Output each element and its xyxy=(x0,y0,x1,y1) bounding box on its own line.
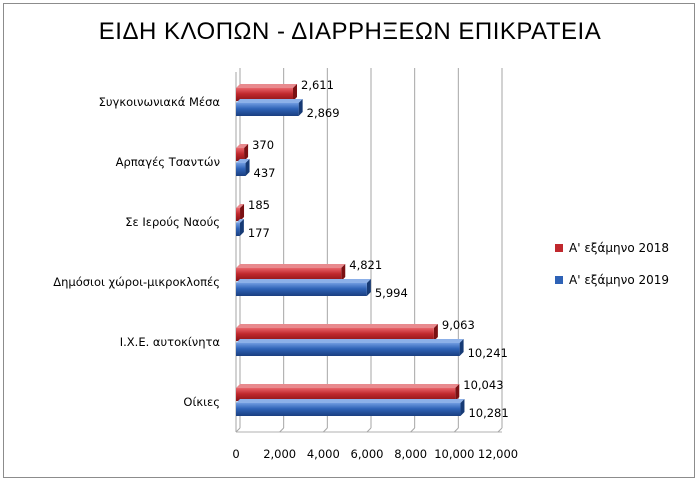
legend-swatch xyxy=(555,276,563,284)
gridline-floor xyxy=(410,427,416,433)
bar xyxy=(236,223,240,236)
bar-top-face xyxy=(236,279,371,283)
bar xyxy=(236,328,434,341)
data-label: 2,869 xyxy=(307,106,340,120)
gridline-floor xyxy=(279,427,285,433)
gridlines xyxy=(235,68,503,433)
chart-title: ΕΙΔΗ ΚΛΟΠΩΝ - ΔΙΑΡΡΗΞΕΩΝ ΕΠΙΚΡΑΤΕΙΑ xyxy=(98,18,602,45)
bar-side-face xyxy=(341,264,346,281)
category-label: Συγκοινωνιακά Μέσα xyxy=(99,95,221,109)
bar xyxy=(236,148,245,161)
gridline-floor xyxy=(453,427,459,433)
bar-side-face xyxy=(459,339,464,356)
bar-side-face xyxy=(298,99,303,116)
data-label: 10,281 xyxy=(468,406,508,420)
bar xyxy=(236,388,456,401)
x-tick-label: 2,000 xyxy=(263,447,296,461)
category-label: Δημόσιοι χώροι-μικροκλοπές xyxy=(53,275,220,289)
x-tick-label: 6,000 xyxy=(351,447,384,461)
x-tick-label: 0 xyxy=(232,447,239,461)
bar xyxy=(236,343,460,356)
bar-top-face xyxy=(236,339,464,343)
data-label: 177 xyxy=(248,226,270,240)
gridline-floor xyxy=(497,427,503,433)
bar xyxy=(236,208,241,221)
bar-top-face xyxy=(236,159,250,163)
data-label: 4,821 xyxy=(349,258,382,272)
gridline-floor xyxy=(322,427,328,433)
labels: 0 2,000 4,000 6,000 8,000 10,000 12,000 Συγκοιν… xyxy=(53,78,518,461)
bar-top-face xyxy=(236,219,244,223)
data-label: 185 xyxy=(248,198,270,212)
category-label: Οίκιες xyxy=(183,395,220,409)
data-label: 10,043 xyxy=(463,378,503,392)
data-label: 5,994 xyxy=(375,286,408,300)
bar xyxy=(236,163,246,176)
gridline-floor xyxy=(366,427,372,433)
bar-top-face xyxy=(236,204,245,208)
bar-top-face xyxy=(236,384,460,388)
bar-side-face xyxy=(240,204,245,221)
data-label: 9,063 xyxy=(442,318,475,332)
bar-side-face xyxy=(239,219,244,236)
bar-side-face xyxy=(245,159,250,176)
bar-side-face xyxy=(244,144,249,161)
bar-top-face xyxy=(236,324,438,328)
bar-side-face xyxy=(433,324,438,341)
bar xyxy=(236,283,367,296)
bar-top-face xyxy=(236,99,303,103)
bar xyxy=(236,88,294,101)
bar-side-face xyxy=(455,384,460,401)
data-label: 437 xyxy=(254,166,276,180)
bar xyxy=(236,403,461,416)
gridline-floor xyxy=(235,427,241,433)
data-label: 2,611 xyxy=(301,78,334,92)
bar-top-face xyxy=(236,399,465,403)
bar-side-face xyxy=(293,84,298,101)
bar-top-face xyxy=(236,144,249,148)
category-label: Ι.Χ.Ε. αυτοκίνητα xyxy=(120,335,221,349)
bar xyxy=(236,103,299,116)
bar xyxy=(236,268,342,281)
bar-top-face xyxy=(236,84,298,88)
legend: Α' εξάμηνο 2018 Α' εξάμηνο 2019 xyxy=(555,241,669,287)
data-label: 10,241 xyxy=(468,346,508,360)
bar-side-face xyxy=(366,279,371,296)
legend-label: Α' εξάμηνο 2019 xyxy=(569,273,669,287)
category-label: Αρπαγές Τσαντών xyxy=(116,155,220,169)
x-tick-label: 8,000 xyxy=(394,447,427,461)
bar-top-face xyxy=(236,264,346,268)
legend-label: Α' εξάμηνο 2018 xyxy=(569,241,669,255)
data-label: 370 xyxy=(252,138,274,152)
legend-swatch xyxy=(555,244,563,252)
x-tick-label: 4,000 xyxy=(307,447,340,461)
bars xyxy=(236,84,465,416)
bar-side-face xyxy=(460,399,465,416)
x-tick-label: 12,000 xyxy=(478,447,518,461)
category-label: Σε Ιερούς Ναούς xyxy=(125,215,220,229)
x-tick-label: 10,000 xyxy=(434,447,474,461)
